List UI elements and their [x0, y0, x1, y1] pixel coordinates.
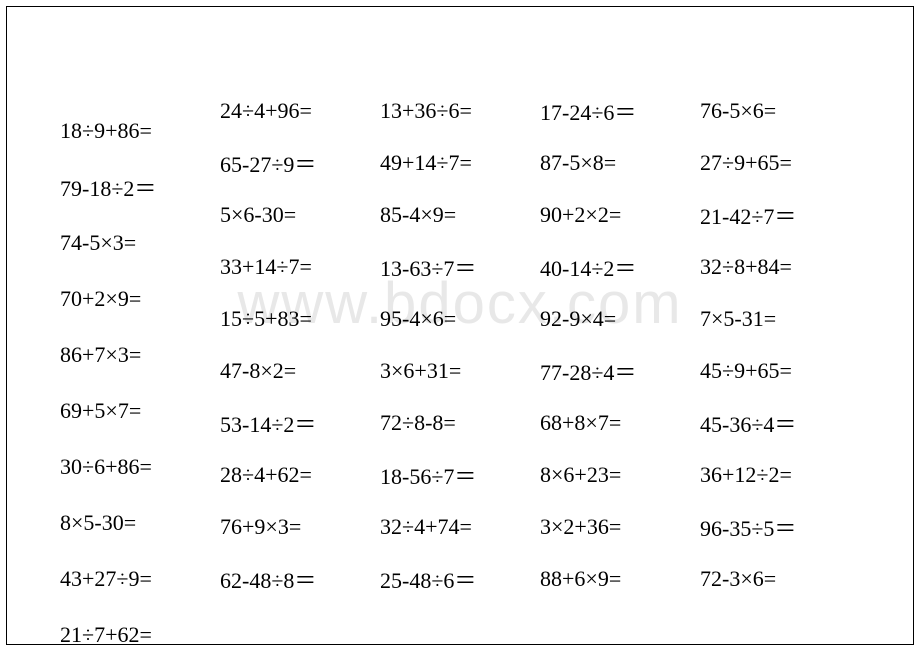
math-cell: 27÷9+65= [700, 137, 860, 189]
math-cell: 15÷5+83= [220, 293, 380, 345]
math-cell: 30÷6+86= [60, 439, 220, 495]
math-cell: 40-14÷2＝ [540, 241, 700, 293]
math-cell: 13+36÷6= [380, 85, 540, 137]
math-cell: 32÷8+84= [700, 241, 860, 293]
math-cell: 8×5-30= [60, 495, 220, 551]
math-cell: 77-28÷4＝ [540, 345, 700, 397]
math-cell: 5×6-30= [220, 189, 380, 241]
math-cell: 72÷8-8= [380, 397, 540, 449]
math-cell: 36+12÷2= [700, 449, 860, 501]
math-cell: 43+27÷9= [60, 551, 220, 607]
math-cell: 92-9×4= [540, 293, 700, 345]
math-cell: 53-14÷2＝ [220, 397, 380, 449]
math-cell: 18-56÷7＝ [380, 449, 540, 501]
math-cell: 95-4×6= [380, 293, 540, 345]
math-cell: 96-35÷5＝ [700, 501, 860, 553]
math-cell: 25-48÷6＝ [380, 553, 540, 605]
math-cell: 21÷7+62= [60, 607, 220, 663]
math-cell: 49+14÷7= [380, 137, 540, 189]
math-cell: 45÷9+65= [700, 345, 860, 397]
math-cell: 7×5-31= [700, 293, 860, 345]
math-cell: 33+14÷7= [220, 241, 380, 293]
math-cell: 32÷4+74= [380, 501, 540, 553]
math-cell: 88+6×9= [540, 553, 700, 605]
column-4: 76-5×6= 27÷9+65= 21-42÷7＝ 32÷8+84= 7×5-3… [700, 85, 860, 663]
math-cell: 87-5×8= [540, 137, 700, 189]
math-cell: 24÷4+96= [220, 85, 380, 137]
math-cell: 18÷9+86= [60, 103, 220, 159]
math-grid: 18÷9+86= 79-18÷2＝ 74-5×3= 70+2×9= 86+7×3… [60, 85, 860, 663]
math-cell: 86+7×3= [60, 327, 220, 383]
math-cell: 90+2×2= [540, 189, 700, 241]
math-cell: 28÷4+62= [220, 449, 380, 501]
math-cell: 76+9×3= [220, 501, 380, 553]
math-cell: 85-4×9= [380, 189, 540, 241]
math-cell: 3×6+31= [380, 345, 540, 397]
math-cell: 72-3×6= [700, 553, 860, 605]
math-cell: 70+2×9= [60, 271, 220, 327]
math-cell: 13-63÷7＝ [380, 241, 540, 293]
math-cell: 68+8×7= [540, 397, 700, 449]
column-2: 13+36÷6= 49+14÷7= 85-4×9= 13-63÷7＝ 95-4×… [380, 85, 540, 663]
math-cell: 17-24÷6＝ [540, 85, 700, 137]
math-cell: 3×2+36= [540, 501, 700, 553]
math-cell: 79-18÷2＝ [60, 159, 220, 215]
column-3: 17-24÷6＝ 87-5×8= 90+2×2= 40-14÷2＝ 92-9×4… [540, 85, 700, 663]
column-0: 18÷9+86= 79-18÷2＝ 74-5×3= 70+2×9= 86+7×3… [60, 85, 220, 663]
math-cell: 65-27÷9＝ [220, 137, 380, 189]
math-cell: 8×6+23= [540, 449, 700, 501]
math-cell: 76-5×6= [700, 85, 860, 137]
math-cell: 74-5×3= [60, 215, 220, 271]
math-cell: 45-36÷4＝ [700, 397, 860, 449]
math-cell: 62-48÷8＝ [220, 553, 380, 605]
math-cell: 69+5×7= [60, 383, 220, 439]
math-cell: 47-8×2= [220, 345, 380, 397]
column-1: 24÷4+96= 65-27÷9＝ 5×6-30= 33+14÷7= 15÷5+… [220, 85, 380, 663]
math-cell: 21-42÷7＝ [700, 189, 860, 241]
